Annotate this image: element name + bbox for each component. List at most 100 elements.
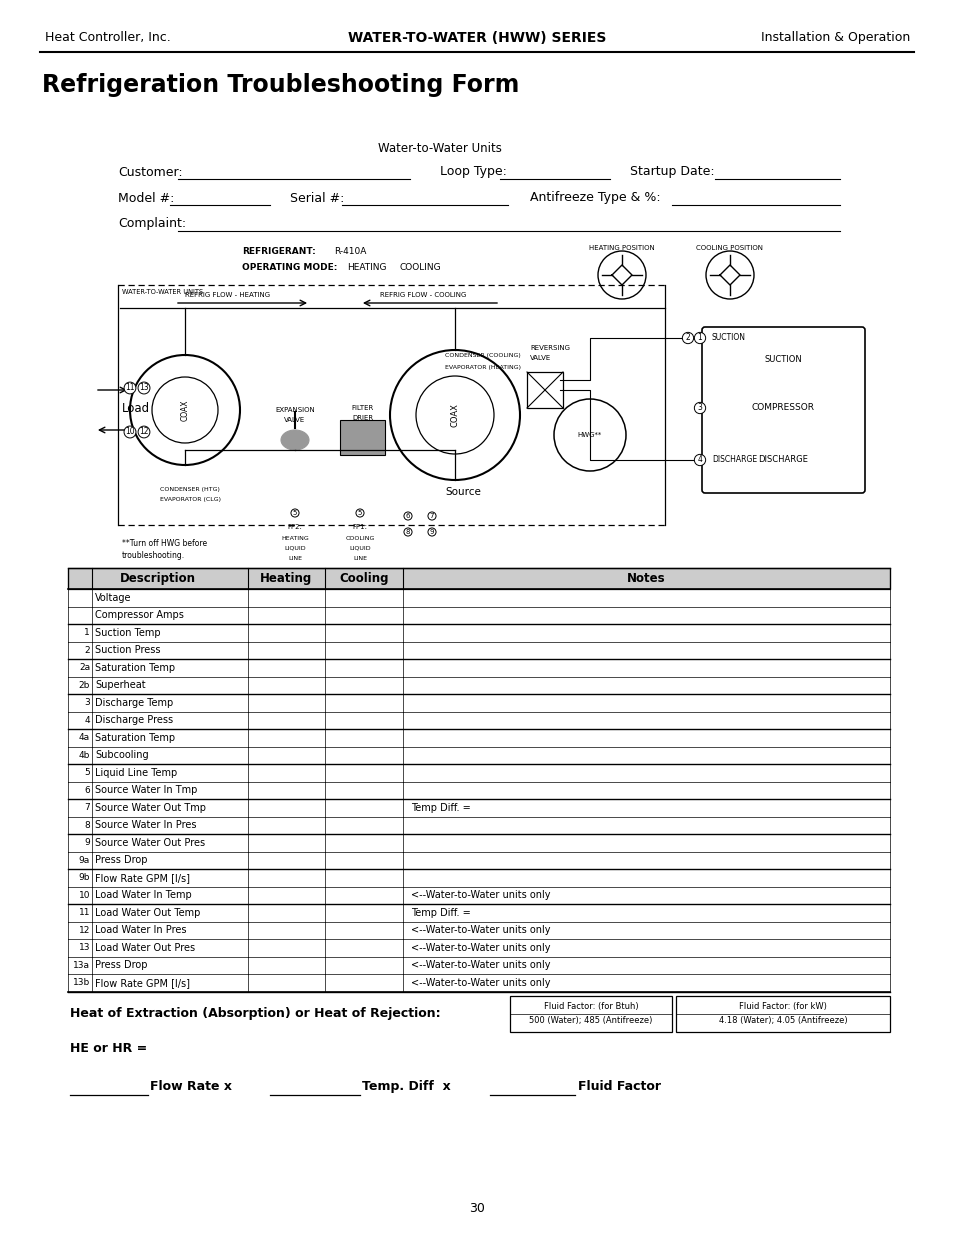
Text: 4b: 4b [78, 751, 90, 760]
Text: CONDENSER (COOLING): CONDENSER (COOLING) [444, 352, 520, 357]
Text: 2a: 2a [79, 663, 90, 672]
Text: Startup Date:: Startup Date: [629, 165, 714, 179]
Text: HEATING: HEATING [347, 263, 386, 273]
Text: Source: Source [444, 487, 480, 496]
Text: 13a: 13a [73, 961, 90, 969]
Text: SUCTION: SUCTION [711, 333, 745, 342]
FancyBboxPatch shape [68, 568, 889, 589]
Text: Flow Rate x: Flow Rate x [150, 1079, 232, 1093]
Text: 12: 12 [78, 926, 90, 935]
Text: Suction Press: Suction Press [95, 645, 160, 656]
FancyBboxPatch shape [510, 995, 671, 1031]
Text: COOLING: COOLING [399, 263, 441, 273]
Text: Superheat: Superheat [95, 680, 146, 690]
Text: REVERSING: REVERSING [530, 345, 569, 351]
Text: 30: 30 [469, 1202, 484, 1214]
Text: Temp Diff. =: Temp Diff. = [411, 803, 470, 813]
Text: Load Water Out Pres: Load Water Out Pres [95, 942, 195, 952]
Text: 5: 5 [293, 510, 297, 516]
Text: Fluid Factor: Fluid Factor [578, 1079, 660, 1093]
Text: Load Water Out Temp: Load Water Out Temp [95, 908, 200, 918]
Text: Heat Controller, Inc.: Heat Controller, Inc. [45, 32, 171, 44]
Text: Temp Diff. =: Temp Diff. = [411, 908, 470, 918]
Text: 11: 11 [78, 908, 90, 918]
Text: Installation & Operation: Installation & Operation [760, 32, 909, 44]
Text: 2b: 2b [78, 680, 90, 690]
Text: 4a: 4a [79, 734, 90, 742]
Text: REFRIGERANT:: REFRIGERANT: [242, 247, 315, 257]
Text: Press Drop: Press Drop [95, 961, 148, 971]
Text: troubleshooting.: troubleshooting. [122, 551, 185, 559]
Text: WATER-TO-WATER (HWW) SERIES: WATER-TO-WATER (HWW) SERIES [348, 31, 605, 44]
Text: Heat of Extraction (Absorption) or Heat of Rejection:: Heat of Extraction (Absorption) or Heat … [70, 1007, 440, 1020]
Text: 3: 3 [84, 698, 90, 708]
Text: Cooling: Cooling [339, 572, 388, 585]
Text: LINE: LINE [288, 556, 302, 561]
Text: 12: 12 [139, 427, 149, 436]
Text: Liquid Line Temp: Liquid Line Temp [95, 768, 177, 778]
Text: VALVE: VALVE [284, 417, 305, 424]
Text: 4: 4 [84, 716, 90, 725]
Text: 7: 7 [84, 803, 90, 813]
Text: 500 (Water); 485 (Antifreeze): 500 (Water); 485 (Antifreeze) [529, 1016, 652, 1025]
Text: Refrigeration Troubleshooting Form: Refrigeration Troubleshooting Form [42, 73, 518, 98]
Text: 8: 8 [405, 529, 410, 535]
Text: 6: 6 [405, 513, 410, 519]
Text: <--Water-to-Water units only: <--Water-to-Water units only [411, 961, 550, 971]
Text: DISCHARGE: DISCHARGE [711, 456, 757, 464]
Text: Press Drop: Press Drop [95, 856, 148, 866]
Text: 9: 9 [429, 529, 434, 535]
Text: Source Water Out Pres: Source Water Out Pres [95, 837, 205, 847]
Text: Water-to-Water Units: Water-to-Water Units [377, 142, 501, 154]
Text: Saturation Temp: Saturation Temp [95, 732, 175, 742]
FancyBboxPatch shape [676, 995, 889, 1031]
Text: VALVE: VALVE [530, 354, 551, 361]
Text: Load Water In Temp: Load Water In Temp [95, 890, 192, 900]
Text: Fluid Factor: (for kW): Fluid Factor: (for kW) [739, 1002, 826, 1011]
Text: 5: 5 [84, 768, 90, 777]
Text: Description: Description [120, 572, 195, 585]
Text: Source Water In Tmp: Source Water In Tmp [95, 785, 197, 795]
Text: EVAPORATOR (CLG): EVAPORATOR (CLG) [160, 498, 221, 503]
Text: HE or HR =: HE or HR = [70, 1042, 147, 1055]
Text: 3: 3 [697, 404, 701, 412]
Text: **Turn off HWG before: **Turn off HWG before [122, 538, 207, 547]
Text: 4.18 (Water); 4.05 (Antifreeze): 4.18 (Water); 4.05 (Antifreeze) [718, 1016, 846, 1025]
Text: LIQUID: LIQUID [349, 546, 371, 551]
Text: R-410A: R-410A [334, 247, 366, 257]
Text: HEATING: HEATING [281, 536, 309, 541]
Text: LINE: LINE [353, 556, 367, 561]
Text: HWG**: HWG** [578, 432, 601, 438]
Text: 7: 7 [429, 513, 434, 519]
Text: COOLING: COOLING [345, 536, 375, 541]
Text: 9: 9 [84, 839, 90, 847]
Text: 1: 1 [697, 333, 701, 342]
Text: Compressor Amps: Compressor Amps [95, 610, 184, 620]
Text: Temp. Diff  x: Temp. Diff x [361, 1079, 450, 1093]
Text: Discharge Press: Discharge Press [95, 715, 172, 725]
Text: Source Water Out Tmp: Source Water Out Tmp [95, 803, 206, 813]
Text: Flow Rate GPM [l/s]: Flow Rate GPM [l/s] [95, 978, 190, 988]
Text: 2: 2 [84, 646, 90, 655]
Text: 8: 8 [84, 821, 90, 830]
Text: 6: 6 [84, 785, 90, 795]
Text: 10: 10 [125, 427, 134, 436]
Text: Load Water In Pres: Load Water In Pres [95, 925, 186, 935]
Text: Serial #:: Serial #: [290, 191, 344, 205]
Text: COMPRESSOR: COMPRESSOR [751, 404, 814, 412]
Text: Complaint:: Complaint: [118, 217, 186, 231]
Text: Flow Rate GPM [l/s]: Flow Rate GPM [l/s] [95, 873, 190, 883]
Text: 13: 13 [139, 384, 149, 393]
Text: Subcooling: Subcooling [95, 750, 149, 761]
Text: <--Water-to-Water units only: <--Water-to-Water units only [411, 925, 550, 935]
Text: FP1:: FP1: [352, 524, 367, 530]
Text: 13: 13 [78, 944, 90, 952]
Text: EVAPORATOR (HEATING): EVAPORATOR (HEATING) [444, 364, 520, 369]
Text: Model #:: Model #: [118, 191, 174, 205]
Text: 4: 4 [697, 456, 701, 464]
Text: 13b: 13b [72, 978, 90, 987]
Text: <--Water-to-Water units only: <--Water-to-Water units only [411, 890, 550, 900]
Text: LIQUID: LIQUID [284, 546, 306, 551]
Text: Suction Temp: Suction Temp [95, 627, 160, 637]
Text: REFRIG FLOW - COOLING: REFRIG FLOW - COOLING [379, 291, 466, 298]
